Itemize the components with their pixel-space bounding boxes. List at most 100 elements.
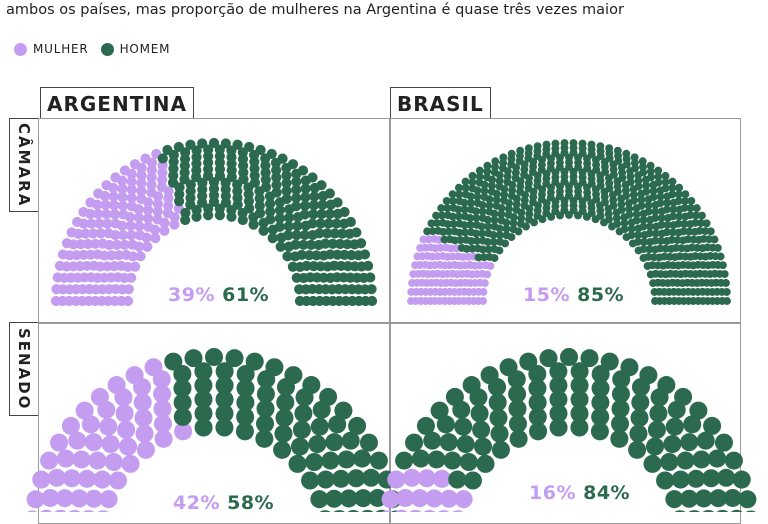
seat-homem [215, 390, 234, 409]
seat-homem [649, 193, 658, 202]
seat-homem [489, 230, 498, 239]
seat-homem [640, 237, 649, 246]
seat-homem [299, 209, 310, 220]
seat-homem [533, 171, 542, 180]
seat-mulher [126, 176, 137, 187]
seat-homem [339, 206, 350, 218]
seat-homem [676, 451, 695, 470]
seat-homem [722, 288, 731, 296]
row-label-camara: CÂMARA [9, 118, 38, 212]
seat-homem [260, 167, 271, 178]
seat-homem [476, 454, 495, 473]
seat-homem [436, 415, 455, 434]
seat-homem [265, 358, 284, 377]
seat-homem [492, 189, 501, 198]
legend: MULHER HOMEM [14, 42, 182, 56]
seat-mulher [90, 238, 101, 249]
seat-homem [256, 399, 275, 418]
seat-homem [428, 227, 437, 235]
seat-homem [686, 204, 695, 212]
seat-homem [600, 352, 619, 371]
seat-homem [244, 141, 255, 153]
seat-homem [671, 470, 690, 489]
seat-mulher [40, 509, 53, 512]
seat-homem [587, 150, 596, 159]
seat-homem [605, 184, 614, 193]
seat-homem [405, 433, 424, 452]
seat-homem [437, 211, 446, 220]
seat-homem [249, 177, 261, 188]
seat-mulher [85, 208, 96, 219]
seat-mulher [88, 228, 99, 239]
seat-homem [674, 190, 683, 199]
seat-homem [662, 228, 671, 237]
seat-mulher [410, 489, 429, 508]
seat-homem [504, 204, 513, 213]
seat-mulher [136, 440, 155, 459]
seat-homem [649, 186, 658, 195]
seat-homem [307, 172, 318, 183]
seat-homem [297, 165, 309, 176]
seat-homem [549, 418, 568, 437]
seat-homem [353, 449, 372, 468]
seat-homem [355, 238, 367, 249]
seat-homem [460, 198, 469, 207]
seat-mulher [146, 164, 157, 176]
seat-mulher [115, 404, 134, 423]
seat-homem [347, 469, 366, 488]
seat-homem [316, 180, 327, 191]
seat-homem [629, 424, 648, 443]
seat-homem [157, 153, 168, 164]
seat-homem [448, 197, 457, 205]
legend-swatch-homem [100, 42, 114, 56]
seat-homem [473, 186, 482, 195]
seat-homem [647, 173, 655, 182]
seat-mulher [425, 489, 444, 508]
seat-homem [703, 416, 722, 435]
seat-homem [683, 415, 702, 434]
seat-homem [324, 208, 335, 220]
seat-homem [488, 378, 507, 397]
seat-homem [477, 222, 486, 231]
seat-homem [570, 376, 589, 395]
seat-homem [556, 211, 564, 220]
seat-homem [271, 172, 282, 183]
seat-homem [472, 236, 481, 245]
seat-homem [680, 433, 699, 452]
seat-mulher [80, 228, 91, 239]
seat-mulher [94, 218, 105, 229]
seat-homem [645, 222, 654, 231]
seat-homem [520, 160, 529, 169]
pct-argentina-senado: 42% 58% [173, 492, 274, 514]
seat-homem [299, 229, 310, 241]
seat-homem [236, 393, 255, 412]
seat-homem [309, 191, 320, 202]
seat-homem [483, 161, 492, 170]
seat-homem [491, 440, 510, 459]
seat-homem [687, 197, 696, 205]
seat-homem [351, 227, 362, 238]
seat-homem [472, 420, 491, 439]
pct-mulher-argentina-senado: 42% [173, 492, 220, 514]
seat-homem [325, 433, 344, 452]
seat-homem [455, 228, 464, 237]
seat-homem [478, 201, 487, 209]
seat-homem [467, 237, 476, 245]
seat-homem [490, 216, 499, 225]
seat-homem [366, 295, 378, 307]
seat-homem [509, 219, 518, 228]
seat-mulher [54, 509, 67, 512]
seat-homem [522, 222, 530, 231]
seat-homem [495, 176, 504, 185]
seat-homem [645, 229, 654, 238]
seat-homem [256, 384, 275, 403]
seat-homem [295, 388, 314, 407]
seat-homem [644, 201, 653, 210]
seat-homem [632, 210, 641, 219]
seat-homem [245, 352, 264, 371]
seat-homem [294, 404, 313, 423]
seat-homem [283, 212, 295, 223]
seat-homem [194, 362, 213, 381]
seat-homem [483, 215, 492, 224]
seat-homem [529, 187, 538, 196]
